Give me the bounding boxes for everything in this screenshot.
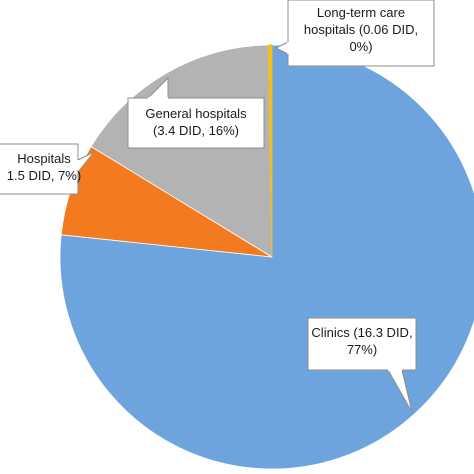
- callout-long-term-care-hospitals: Long-term care hospitals (0.06 DID, 0%): [274, 0, 435, 67]
- slice-label-line: Long-term care: [317, 5, 405, 20]
- slice-label-line: 1.5 DID, 7%): [7, 168, 81, 183]
- callout-box: [127, 97, 265, 149]
- callout-hospitals: Hospitals 1.5 DID, 7%): [0, 143, 95, 195]
- slice-label-line: 77%): [347, 342, 377, 357]
- pie-slices: [59, 44, 474, 470]
- callout-general-hospitals: General hospitals (3.4 DID, 16%): [127, 76, 265, 149]
- slice-label-line: General hospitals: [145, 106, 247, 121]
- slice-label-line: (3.4 DID, 16%): [153, 123, 239, 138]
- slice-label-line: Hospitals: [17, 151, 71, 166]
- slice-label-line: 0%): [349, 39, 372, 54]
- callout-box: [287, 0, 435, 67]
- callout-box: [307, 317, 417, 371]
- slice-label-line: hospitals (0.06 DID,: [304, 22, 418, 37]
- slice-long-term-care-hospitals[interactable]: [267, 44, 273, 258]
- callout-clinics: Clinics (16.3 DID, 77%): [307, 317, 417, 413]
- pie-callouts: Clinics (16.3 DID, 77%) Hospitals 1.5 DID, …: [0, 0, 435, 413]
- slice-label-line: Clinics (16.3 DID,: [311, 325, 412, 340]
